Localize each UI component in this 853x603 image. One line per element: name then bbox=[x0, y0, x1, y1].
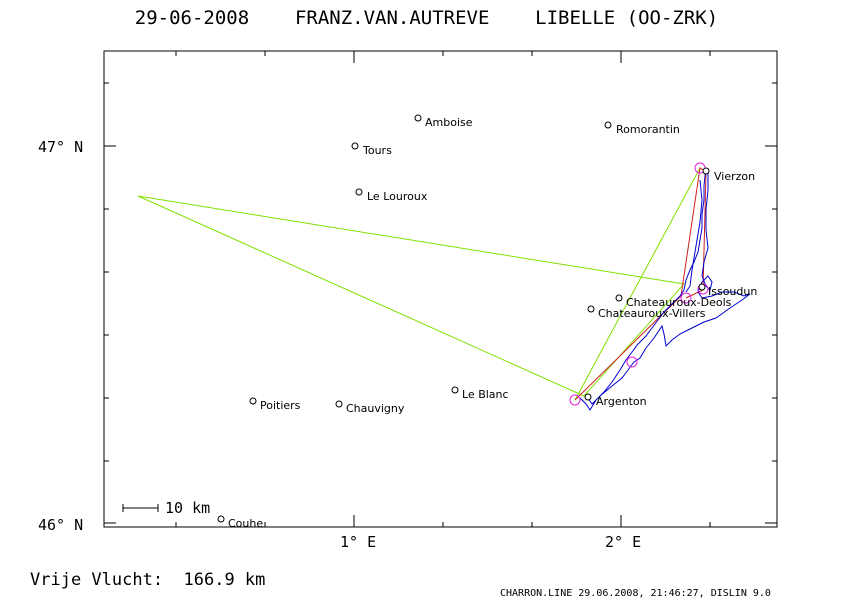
city-label-argenton: Argenton bbox=[596, 395, 647, 408]
city-label-tours: Tours bbox=[362, 144, 392, 157]
city-marker bbox=[249, 397, 257, 405]
city-couhe: Couhe bbox=[217, 515, 263, 530]
turnpoint-marker bbox=[680, 292, 692, 304]
city-marker bbox=[615, 294, 623, 302]
city-chateauroux-villers: Chateauroux-Villers bbox=[587, 305, 706, 320]
turnpoint-marker bbox=[626, 356, 638, 368]
city-argenton: Argenton bbox=[584, 393, 647, 408]
city-label-chateauroux-deols: Chateauroux-Deols bbox=[626, 296, 732, 309]
city-marker bbox=[587, 305, 595, 313]
city-marker bbox=[451, 386, 459, 394]
city-vierzon: Vierzon bbox=[702, 167, 755, 183]
left-axis-ticks bbox=[104, 82, 116, 524]
city-issoudun: Issoudun bbox=[698, 283, 757, 298]
city-romorantin: Romorantin bbox=[604, 121, 680, 136]
city-amboise: Amboise bbox=[414, 114, 473, 129]
lat-label-47: 47° N bbox=[38, 138, 83, 156]
city-marker bbox=[702, 167, 710, 175]
turnpoint-start-marker bbox=[569, 394, 581, 406]
city-le-louroux: Le Louroux bbox=[355, 188, 428, 203]
scale-bar bbox=[122, 504, 159, 512]
city-marker bbox=[584, 393, 592, 401]
plot-frame bbox=[103, 50, 778, 528]
route-line bbox=[574, 167, 707, 401]
city-label-poitiers: Poitiers bbox=[260, 399, 301, 412]
city-label-issoudun: Issoudun bbox=[708, 285, 757, 298]
city-le-blanc: Le Blanc bbox=[451, 386, 509, 401]
city-tours: Tours bbox=[351, 142, 392, 157]
city-marker bbox=[335, 400, 343, 408]
distance-label: Vrije Vlucht: 166.9 km bbox=[30, 570, 266, 590]
city-label-couhe: Couhe bbox=[228, 517, 263, 530]
city-marker bbox=[414, 114, 422, 122]
right-axis-ticks bbox=[765, 82, 777, 524]
city-marker bbox=[351, 142, 359, 150]
city-label-vierzon: Vierzon bbox=[714, 170, 755, 183]
city-marker bbox=[217, 515, 225, 523]
task-lines bbox=[137, 167, 701, 401]
city-chateauroux-deols: Chateauroux-Deols bbox=[615, 294, 732, 309]
turnpoints bbox=[569, 162, 709, 406]
lat-label-46: 46° N bbox=[38, 516, 83, 534]
city-marker bbox=[604, 121, 612, 129]
lon-label-1: 1° E bbox=[340, 533, 376, 551]
footer-label: CHARRON.LINE 29.06.2008, 21:46:27, DISLI… bbox=[500, 588, 771, 599]
lon-label-2: 2° E bbox=[605, 533, 641, 551]
city-label-le-blanc: Le Blanc bbox=[462, 388, 509, 401]
city-marker bbox=[698, 283, 706, 291]
city-marker bbox=[355, 188, 363, 196]
city-label-chauvigny: Chauvigny bbox=[346, 402, 405, 415]
city-poitiers: Poitiers bbox=[249, 397, 301, 412]
city-chauvigny: Chauvigny bbox=[335, 400, 405, 415]
bottom-axis-ticks bbox=[175, 515, 711, 527]
city-label-romorantin: Romorantin bbox=[616, 123, 680, 136]
flight-track bbox=[579, 168, 751, 411]
city-label-amboise: Amboise bbox=[425, 116, 473, 129]
city-label-le-louroux: Le Louroux bbox=[367, 190, 428, 203]
scale-bar-label: 10 km bbox=[165, 499, 210, 517]
city-label-chateauroux-villers: Chateauroux-Villers bbox=[598, 307, 706, 320]
map-title: 29-06-2008 FRANZ.VAN.AUTREVE LIBELLE (OO… bbox=[134, 7, 719, 29]
top-axis-ticks bbox=[175, 51, 711, 63]
